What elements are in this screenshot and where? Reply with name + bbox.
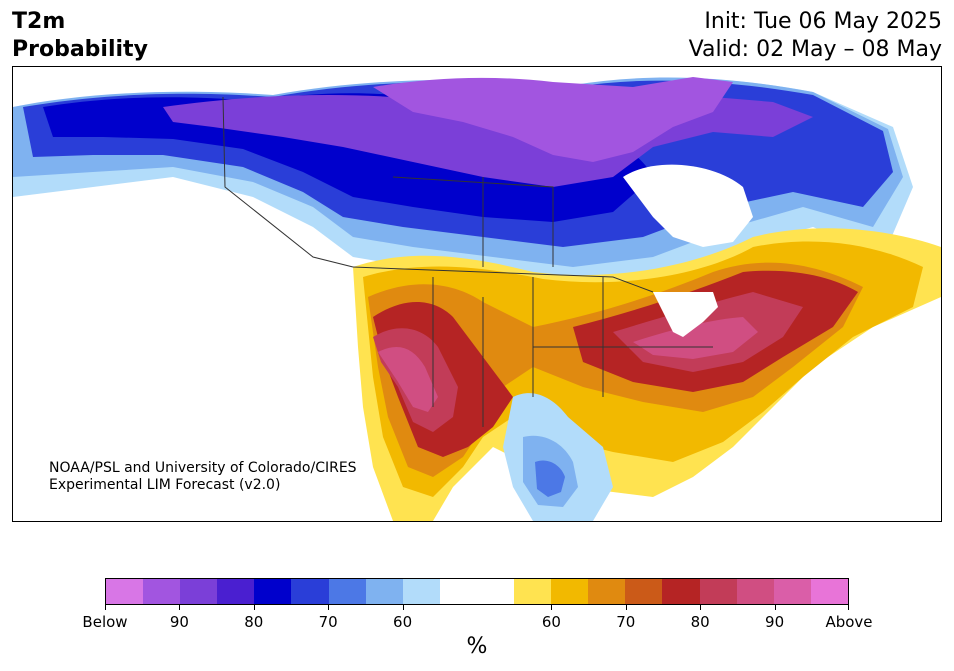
colorbar-segment [328, 579, 366, 604]
colorbar-segment [439, 579, 477, 604]
colorbar-tick-label: Below [82, 613, 128, 631]
colorbar-tick-label: 60 [541, 613, 561, 631]
colorbar-segment [217, 579, 255, 604]
colorbar-tick [700, 605, 702, 610]
colorbar-segment [254, 579, 292, 604]
below-region-purple [373, 77, 733, 162]
colorbar-unit: % [466, 634, 488, 659]
colorbar-tick-label: 80 [244, 613, 264, 631]
colorbar-segment [736, 579, 774, 604]
init-date: Init: Tue 06 May 2025 [704, 9, 942, 34]
colorbar [105, 578, 849, 605]
colorbar-tick [774, 605, 776, 610]
colorbar-segment [773, 579, 811, 604]
colorbar-segment [699, 579, 737, 604]
credit-line-2: Experimental LIM Forecast (v2.0) [49, 477, 281, 493]
colorbar-tick-label: 90 [765, 613, 785, 631]
colorbar-segment [625, 579, 663, 604]
below-pocket-mid [535, 460, 565, 497]
hudson-bay [623, 164, 753, 247]
colorbar-tick [105, 605, 106, 610]
above-region-pink [378, 317, 758, 412]
colorbar-segment [365, 579, 403, 604]
map-canvas [13, 77, 941, 521]
colorbar-segment [106, 579, 144, 604]
colorbar-segment [514, 579, 552, 604]
title-block: T2m Probability [12, 8, 148, 64]
colorbar-segment [551, 579, 589, 604]
colorbar-tick-label: 70 [318, 613, 338, 631]
colorbar-segment [588, 579, 626, 604]
colorbar-segment [476, 579, 515, 604]
colorbar-segment [143, 579, 181, 604]
state-borders [222, 96, 713, 427]
colorbar-tick-label: Above [825, 613, 873, 631]
colorbar-tick-label: 60 [393, 613, 413, 631]
colorbar-tick-label: 90 [169, 613, 189, 631]
colorbar-tick [179, 605, 181, 610]
credit-line-1: NOAA/PSL and University of Colorado/CIRE… [49, 460, 357, 476]
valid-date: Valid: 02 May – 08 May [688, 37, 942, 62]
forecast-map [12, 66, 942, 522]
colorbar-segment [180, 579, 218, 604]
date-block: Init: Tue 06 May 2025 Valid: 02 May – 08… [689, 8, 942, 64]
variable-title: T2m [12, 9, 66, 34]
colorbar-tick [402, 605, 404, 610]
great-lakes [653, 292, 718, 337]
colorbar-segment [662, 579, 700, 604]
product-title: Probability [12, 37, 148, 62]
colorbar-tick [848, 605, 849, 610]
colorbar-ticks: Below 90 80 70 60 60 70 80 90 Above [82, 605, 873, 631]
colorbar-tick [625, 605, 627, 610]
colorbar-segment [402, 579, 440, 604]
credit-text: NOAA/PSL and University of Colorado/CIRE… [49, 460, 357, 494]
colorbar-tick [551, 605, 553, 610]
colorbar-segment [810, 579, 848, 604]
colorbar-tick [253, 605, 255, 610]
colorbar-tick-label: 70 [616, 613, 636, 631]
colorbar-tick [328, 605, 330, 610]
colorbar-tick-label: 80 [690, 613, 710, 631]
colorbar-segment [291, 579, 329, 604]
